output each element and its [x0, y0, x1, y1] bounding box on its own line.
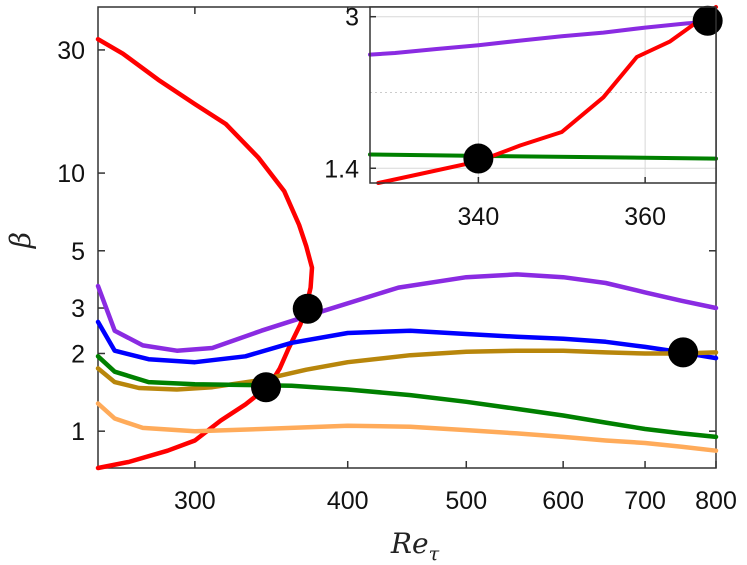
x-axis-label-subscript: τ [429, 543, 440, 565]
crossing-marker [251, 372, 282, 403]
y-tick-label: 30 [57, 37, 85, 65]
y-tick-label: 1 [71, 418, 85, 446]
inset-plot: 340 360 1.4 3 [324, 4, 723, 231]
inset-plot-frame [369, 6, 717, 184]
series-line-6 [95, 401, 719, 453]
y-tick-label: 2 [71, 340, 85, 368]
series-line-3 [95, 319, 719, 365]
series-line-5 [95, 354, 719, 440]
x-tick-label: 600 [542, 487, 584, 515]
y-tick-label: 3 [71, 295, 85, 323]
inset-x-tick-label: 360 [624, 203, 666, 231]
series-line-2 [95, 272, 719, 353]
x-tick-label: 700 [624, 487, 666, 515]
x-tick-label: 300 [174, 487, 216, 515]
x-axis-label-main: Re [390, 527, 429, 560]
main-plot: 300 400 500 600 700 800 1 2 3 5 10 30 [57, 6, 737, 515]
y-tick-label: 5 [71, 238, 85, 266]
x-tick-label: 800 [695, 487, 737, 515]
series-line-4 [95, 348, 719, 392]
crossing-marker [292, 293, 323, 324]
main-axis-ticks: 300 400 500 600 700 800 1 2 3 5 10 30 [57, 7, 737, 515]
y-axis-label: β [4, 232, 37, 249]
series-line-1 [95, 36, 315, 471]
x-tick-label: 400 [327, 487, 369, 515]
inset-series-line-2 [368, 152, 718, 161]
inset-crossing-marker [692, 5, 723, 36]
inset-y-tick-label: 3 [345, 4, 359, 32]
main-markers-group [251, 293, 699, 403]
inset-axis-ticks: 340 360 1.4 3 [324, 4, 666, 231]
inset-y-tick-label: 1.4 [324, 155, 359, 183]
crossing-marker [668, 337, 699, 368]
inset-markers-group [463, 5, 723, 174]
inset-crossing-marker [463, 143, 494, 174]
inset-grid [370, 7, 716, 183]
inset-series-line-3 [376, 5, 718, 185]
inset-x-tick-label: 340 [458, 203, 500, 231]
x-axis-label: Reτ [390, 527, 440, 565]
x-tick-label: 500 [445, 487, 487, 515]
main-series-group [95, 36, 719, 471]
inset-series-line-1 [368, 19, 718, 57]
inset-series-group [368, 5, 718, 185]
y-tick-label: 10 [57, 160, 85, 188]
